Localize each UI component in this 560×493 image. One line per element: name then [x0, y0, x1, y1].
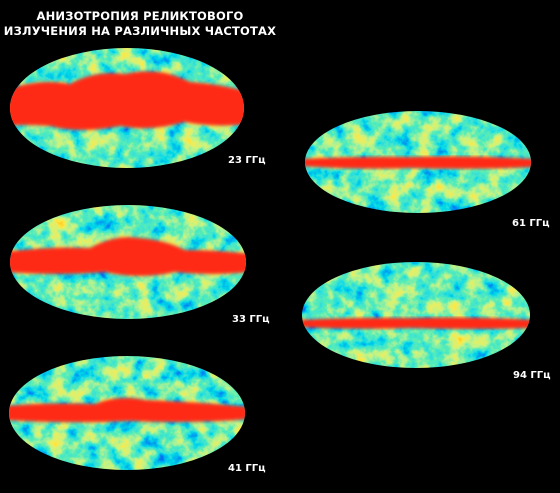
galactic-band: [305, 156, 531, 169]
title-line: ИЗЛУЧЕНИЯ НА РАЗЛИЧНЫХ ЧАСТОТАХ: [4, 24, 276, 38]
map-label: 41 ГГц: [228, 463, 266, 474]
galactic-band: [10, 237, 246, 276]
sky-map: 94 ГГц: [302, 262, 551, 381]
map-label: 94 ГГц: [513, 370, 551, 381]
sky-map: 23 ГГц: [10, 48, 266, 168]
galactic-band: [10, 71, 244, 130]
title-line: АНИЗОТРОПИЯ РЕЛИКТОВОГО: [37, 9, 244, 23]
galactic-band: [302, 317, 530, 329]
map-label: 33 ГГц: [232, 314, 270, 325]
sky-map: 33 ГГц: [10, 205, 270, 325]
sky-map: 61 ГГц: [305, 111, 550, 229]
galactic-band: [9, 397, 245, 423]
map-background: [302, 262, 530, 368]
map-label: 61 ГГц: [512, 218, 550, 229]
map-label: 23 ГГц: [228, 155, 266, 166]
sky-map: 41 ГГц: [9, 356, 266, 474]
